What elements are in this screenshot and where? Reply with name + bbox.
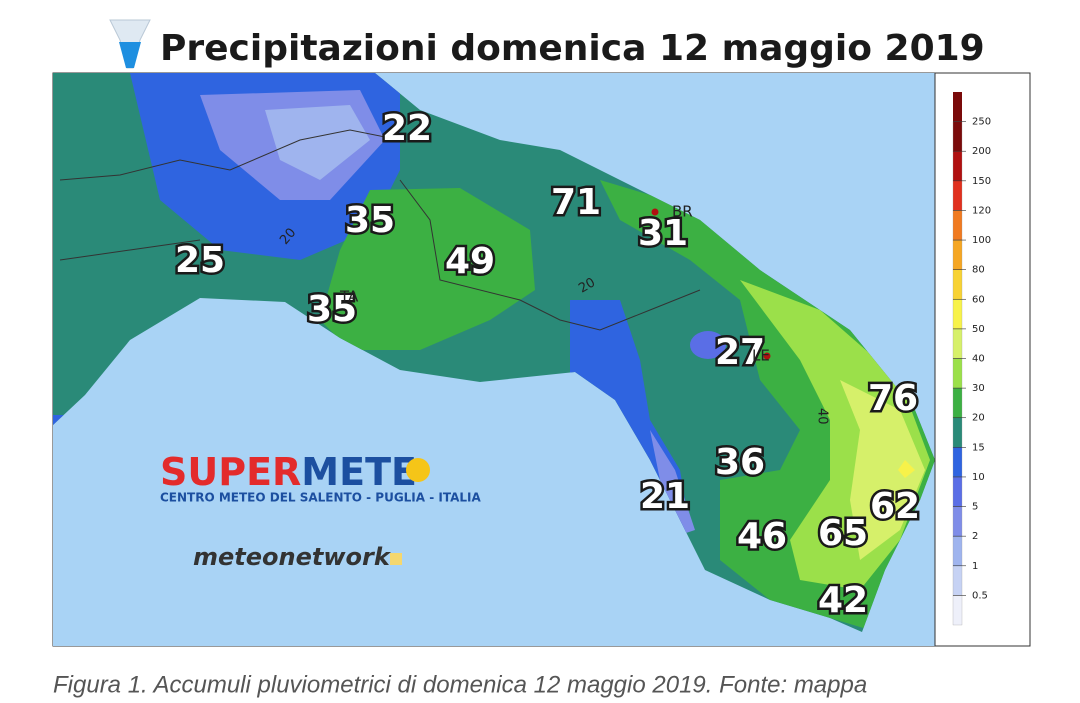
colorbar-segment — [952, 565, 963, 596]
borders — [59, 129, 701, 331]
colorbar-label: 2 — [972, 531, 978, 542]
colorbar-segment — [952, 210, 963, 241]
colorbar-label: 15 — [972, 442, 985, 453]
logo-brand-part2: METE — [301, 450, 417, 494]
contour-label: 20 — [576, 275, 598, 296]
colorbar-segment — [952, 151, 963, 181]
legend-panel — [934, 72, 1031, 647]
contour-label: 40 — [815, 408, 830, 425]
colorbar-segment — [952, 506, 963, 537]
colorbar-label: 50 — [972, 324, 985, 335]
colorbar-label: 120 — [972, 205, 991, 216]
colorbar-label: 5 — [972, 502, 978, 513]
colorbar-label: 10 — [972, 472, 985, 483]
colorbar-segment — [952, 180, 963, 211]
colorbar-segment — [952, 358, 963, 389]
title-icon — [109, 19, 151, 69]
city-label: LE — [752, 347, 770, 365]
colorbar-label: 100 — [972, 235, 991, 246]
colorbar-segment — [952, 328, 963, 359]
rain-value: 31 — [638, 213, 688, 254]
logo-tagline: CENTRO METEO DEL SALENTO - PUGLIA - ITAL… — [160, 491, 482, 505]
colorbar-label: 250 — [972, 117, 991, 128]
colorbar-segment — [952, 476, 963, 507]
colorbar-segment — [952, 595, 963, 626]
colorbar-segment — [952, 269, 963, 300]
logo-square — [390, 553, 402, 565]
colorbar-label: 80 — [972, 265, 985, 276]
rain-value: 35 — [345, 200, 395, 241]
map — [53, 73, 935, 646]
rain-value: 65 — [818, 513, 868, 554]
rain-value: 49 — [445, 241, 495, 282]
rain-value: 21 — [640, 476, 690, 517]
city-label: TA — [339, 288, 359, 306]
rain-value: 35 — [307, 289, 357, 330]
colorbar-label: 60 — [972, 294, 985, 305]
colorbar-label: 20 — [972, 413, 985, 424]
colorbar-label: 150 — [972, 176, 991, 187]
colorbar-segment — [952, 299, 963, 330]
colorbar-segment — [952, 417, 963, 448]
logo-sun — [406, 458, 430, 482]
rain-value: 36 — [715, 442, 765, 483]
city-marker — [651, 208, 659, 216]
rain-areas — [53, 73, 935, 630]
colorbar-label: 200 — [972, 146, 991, 157]
colorbar-segment — [952, 239, 963, 270]
rain-value: 42 — [818, 580, 868, 621]
logo-brand-part1: SUPER — [160, 450, 301, 494]
colorbar-label: 30 — [972, 383, 985, 394]
caption: Figura 1. Accumuli pluviometrici di dome… — [53, 671, 867, 698]
logo: SUPERMETE CENTRO METEO DEL SALENTO - PUG… — [160, 450, 482, 572]
colorbar-segment — [952, 447, 963, 478]
colorbar-segment — [952, 121, 963, 152]
colorbar-label: 0.5 — [972, 590, 988, 601]
rain-value: 76 — [868, 378, 918, 419]
rain-value: 46 — [737, 516, 787, 557]
colorbar-top — [953, 92, 962, 122]
rain-value: 25 — [175, 240, 225, 281]
colorbar-label: 40 — [972, 354, 985, 365]
colorbar-label: 1 — [972, 561, 978, 572]
city-label: BR — [672, 203, 693, 221]
colorbar-segment — [952, 536, 963, 566]
rain-value: 62 — [870, 486, 920, 527]
city-marker — [763, 352, 771, 360]
rain-value: 27 — [715, 332, 765, 373]
logo-network: meteonetwork — [193, 543, 392, 571]
title: Precipitazioni domenica 12 maggio 2019 — [160, 28, 985, 69]
colorbar-segment — [952, 387, 963, 418]
rain-value: 22 — [382, 108, 432, 149]
logo-brand: SUPERMETE — [160, 450, 417, 494]
rain-value: 71 — [551, 182, 601, 223]
